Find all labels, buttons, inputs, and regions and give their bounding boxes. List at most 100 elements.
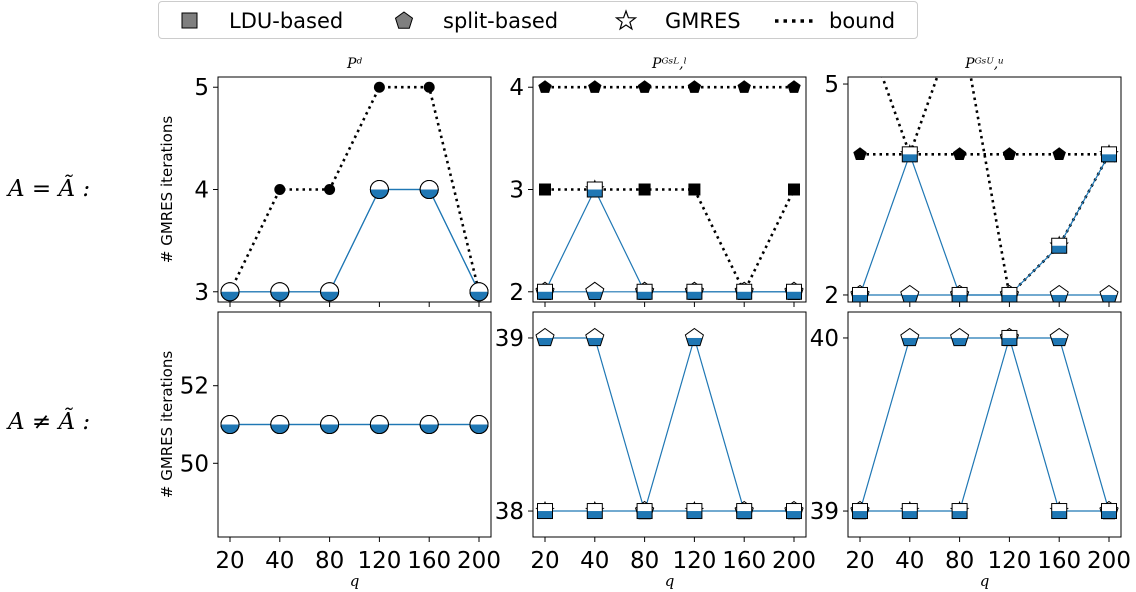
marker-split-based-edge <box>684 327 704 347</box>
marker-LDU-based-bottom <box>370 189 389 199</box>
marker-LDU-based-bottom <box>270 424 289 434</box>
bound-marker <box>788 183 800 196</box>
panel-3: 2 5 Pᴳˢᵁ,ᵘ <box>824 56 1122 309</box>
marker-LDU-based-bottom <box>1101 511 1117 519</box>
y-tick-label: 40 <box>810 326 839 352</box>
x-axis-label: q <box>980 572 990 590</box>
marker-split-based-edge <box>1099 284 1119 302</box>
legend: LDU-based split-based GMRES bound <box>158 1 918 39</box>
marker-LDU-based-bottom <box>221 424 239 434</box>
bound-line <box>228 85 481 293</box>
marker-split-based-edge <box>900 327 920 347</box>
y-axis-label: # GMRES iterations <box>158 351 176 498</box>
x-tick-label: 20 <box>215 548 244 574</box>
marker-LDU-based-bottom <box>686 291 702 300</box>
marker-LDU-based-edge <box>369 180 389 199</box>
marker-LDU-based-edge <box>469 282 489 302</box>
legend-item-ldu: LDU-based <box>177 2 343 40</box>
marker-LDU-based-edge <box>320 282 340 302</box>
square-marker-icon <box>181 12 198 29</box>
marker-LDU-based-edge <box>901 503 918 520</box>
marker-LDU-based-bottom <box>537 291 553 300</box>
marker-LDU-based-bottom <box>637 511 653 519</box>
x-tick-label: 80 <box>945 548 974 574</box>
bound-marker <box>638 183 651 196</box>
marker-LDU-based-bottom <box>736 291 752 300</box>
x-tick-label: 160 <box>722 548 766 574</box>
marker-LDU-based-bottom <box>1051 511 1067 519</box>
marker-LDU-based-edge <box>786 503 802 520</box>
legend-label: split-based <box>443 9 559 33</box>
x-tick-label: 40 <box>580 548 609 574</box>
bound-marker <box>274 184 286 195</box>
marker-LDU-based-bottom <box>1051 245 1067 254</box>
legend-item-gmres: GMRES <box>613 2 741 40</box>
marker-LDU-based-bottom <box>852 294 868 302</box>
marker-LDU-based-edge <box>220 282 240 302</box>
panel-title: Pᴳˢᴸ,ˡ <box>651 56 687 72</box>
plot-area <box>220 81 489 302</box>
marker-LDU-based-edge <box>636 503 653 520</box>
row-label-equal: A = Ã : <box>8 176 91 202</box>
marker-split-based-bottom <box>950 337 969 346</box>
marker-LDU-based-edge <box>636 283 653 300</box>
marker-LDU-based-edge <box>537 503 553 520</box>
x-axis-label: q <box>665 572 675 590</box>
y-tick-label: 5 <box>194 75 209 101</box>
marker-LDU-based-bottom <box>537 511 553 519</box>
marker-LDU-based-bottom <box>470 424 488 434</box>
marker-LDU-based-edge <box>369 415 389 434</box>
series-line <box>545 335 794 514</box>
panel-title: Pᵈ <box>346 56 362 72</box>
marker-LDU-based-bottom <box>902 511 918 519</box>
bound-marker <box>1002 147 1017 160</box>
series-line <box>859 152 1110 296</box>
bound-marker <box>688 183 701 196</box>
marker-LDU-based-edge <box>419 180 439 199</box>
marker-LDU-based-bottom <box>686 511 702 519</box>
marker-split-based-bottom <box>900 337 919 346</box>
plot-area <box>850 77 1119 302</box>
y-tick-label: 3 <box>194 280 209 306</box>
series-line <box>860 335 1109 512</box>
bound-marker <box>637 80 652 93</box>
x-tick-label: 120 <box>357 548 401 574</box>
plot-area <box>220 415 489 434</box>
marker-LDU-based-edge <box>736 283 753 300</box>
marker-LDU-based-edge <box>586 181 603 198</box>
plot-area <box>535 80 804 301</box>
legend-label: GMRES <box>665 9 741 33</box>
series-line <box>230 188 480 293</box>
marker-LDU-based-edge <box>1051 503 1068 520</box>
marker-split-based-edge <box>900 284 920 302</box>
y-tick-label: 5 <box>824 72 839 98</box>
marker-LDU-based-edge <box>469 415 489 434</box>
marker-split-based-bottom <box>585 337 604 346</box>
panel-4: 50 52 20 40 80 120 160 200 q # GMRES iterations <box>158 311 501 590</box>
y-tick-label: 50 <box>180 451 209 477</box>
y-axis-label: # GMRES iterations <box>158 116 176 263</box>
marker-LDU-based-edge <box>320 415 340 434</box>
y-tick-label: 4 <box>509 75 524 101</box>
marker-LDU-based-edge <box>951 286 968 302</box>
marker-LDU-based-bottom <box>270 291 289 301</box>
marker-LDU-based-bottom <box>952 294 968 302</box>
marker-LDU-based-edge <box>220 415 240 434</box>
marker-split-based-edge <box>585 281 605 300</box>
marker-LDU-based-bottom <box>370 424 389 434</box>
x-tick-label: 160 <box>1037 548 1081 574</box>
star-marker-icon <box>614 9 638 31</box>
legend-label: bound <box>829 9 896 33</box>
marker-LDU-based-edge <box>1101 146 1117 163</box>
marker-split-based-bottom <box>1100 294 1118 302</box>
marker-split-based-edge <box>950 327 970 347</box>
bound-marker <box>687 80 702 93</box>
series-line <box>544 188 794 293</box>
marker-LDU-based-bottom <box>902 154 918 162</box>
marker-LDU-based-bottom <box>786 511 802 519</box>
axes-frame <box>847 311 1122 538</box>
marker-LDU-based-bottom <box>320 291 339 301</box>
marker-split-based-bottom <box>900 294 919 302</box>
legend-label: LDU-based <box>229 9 344 33</box>
bound-marker <box>588 80 602 93</box>
